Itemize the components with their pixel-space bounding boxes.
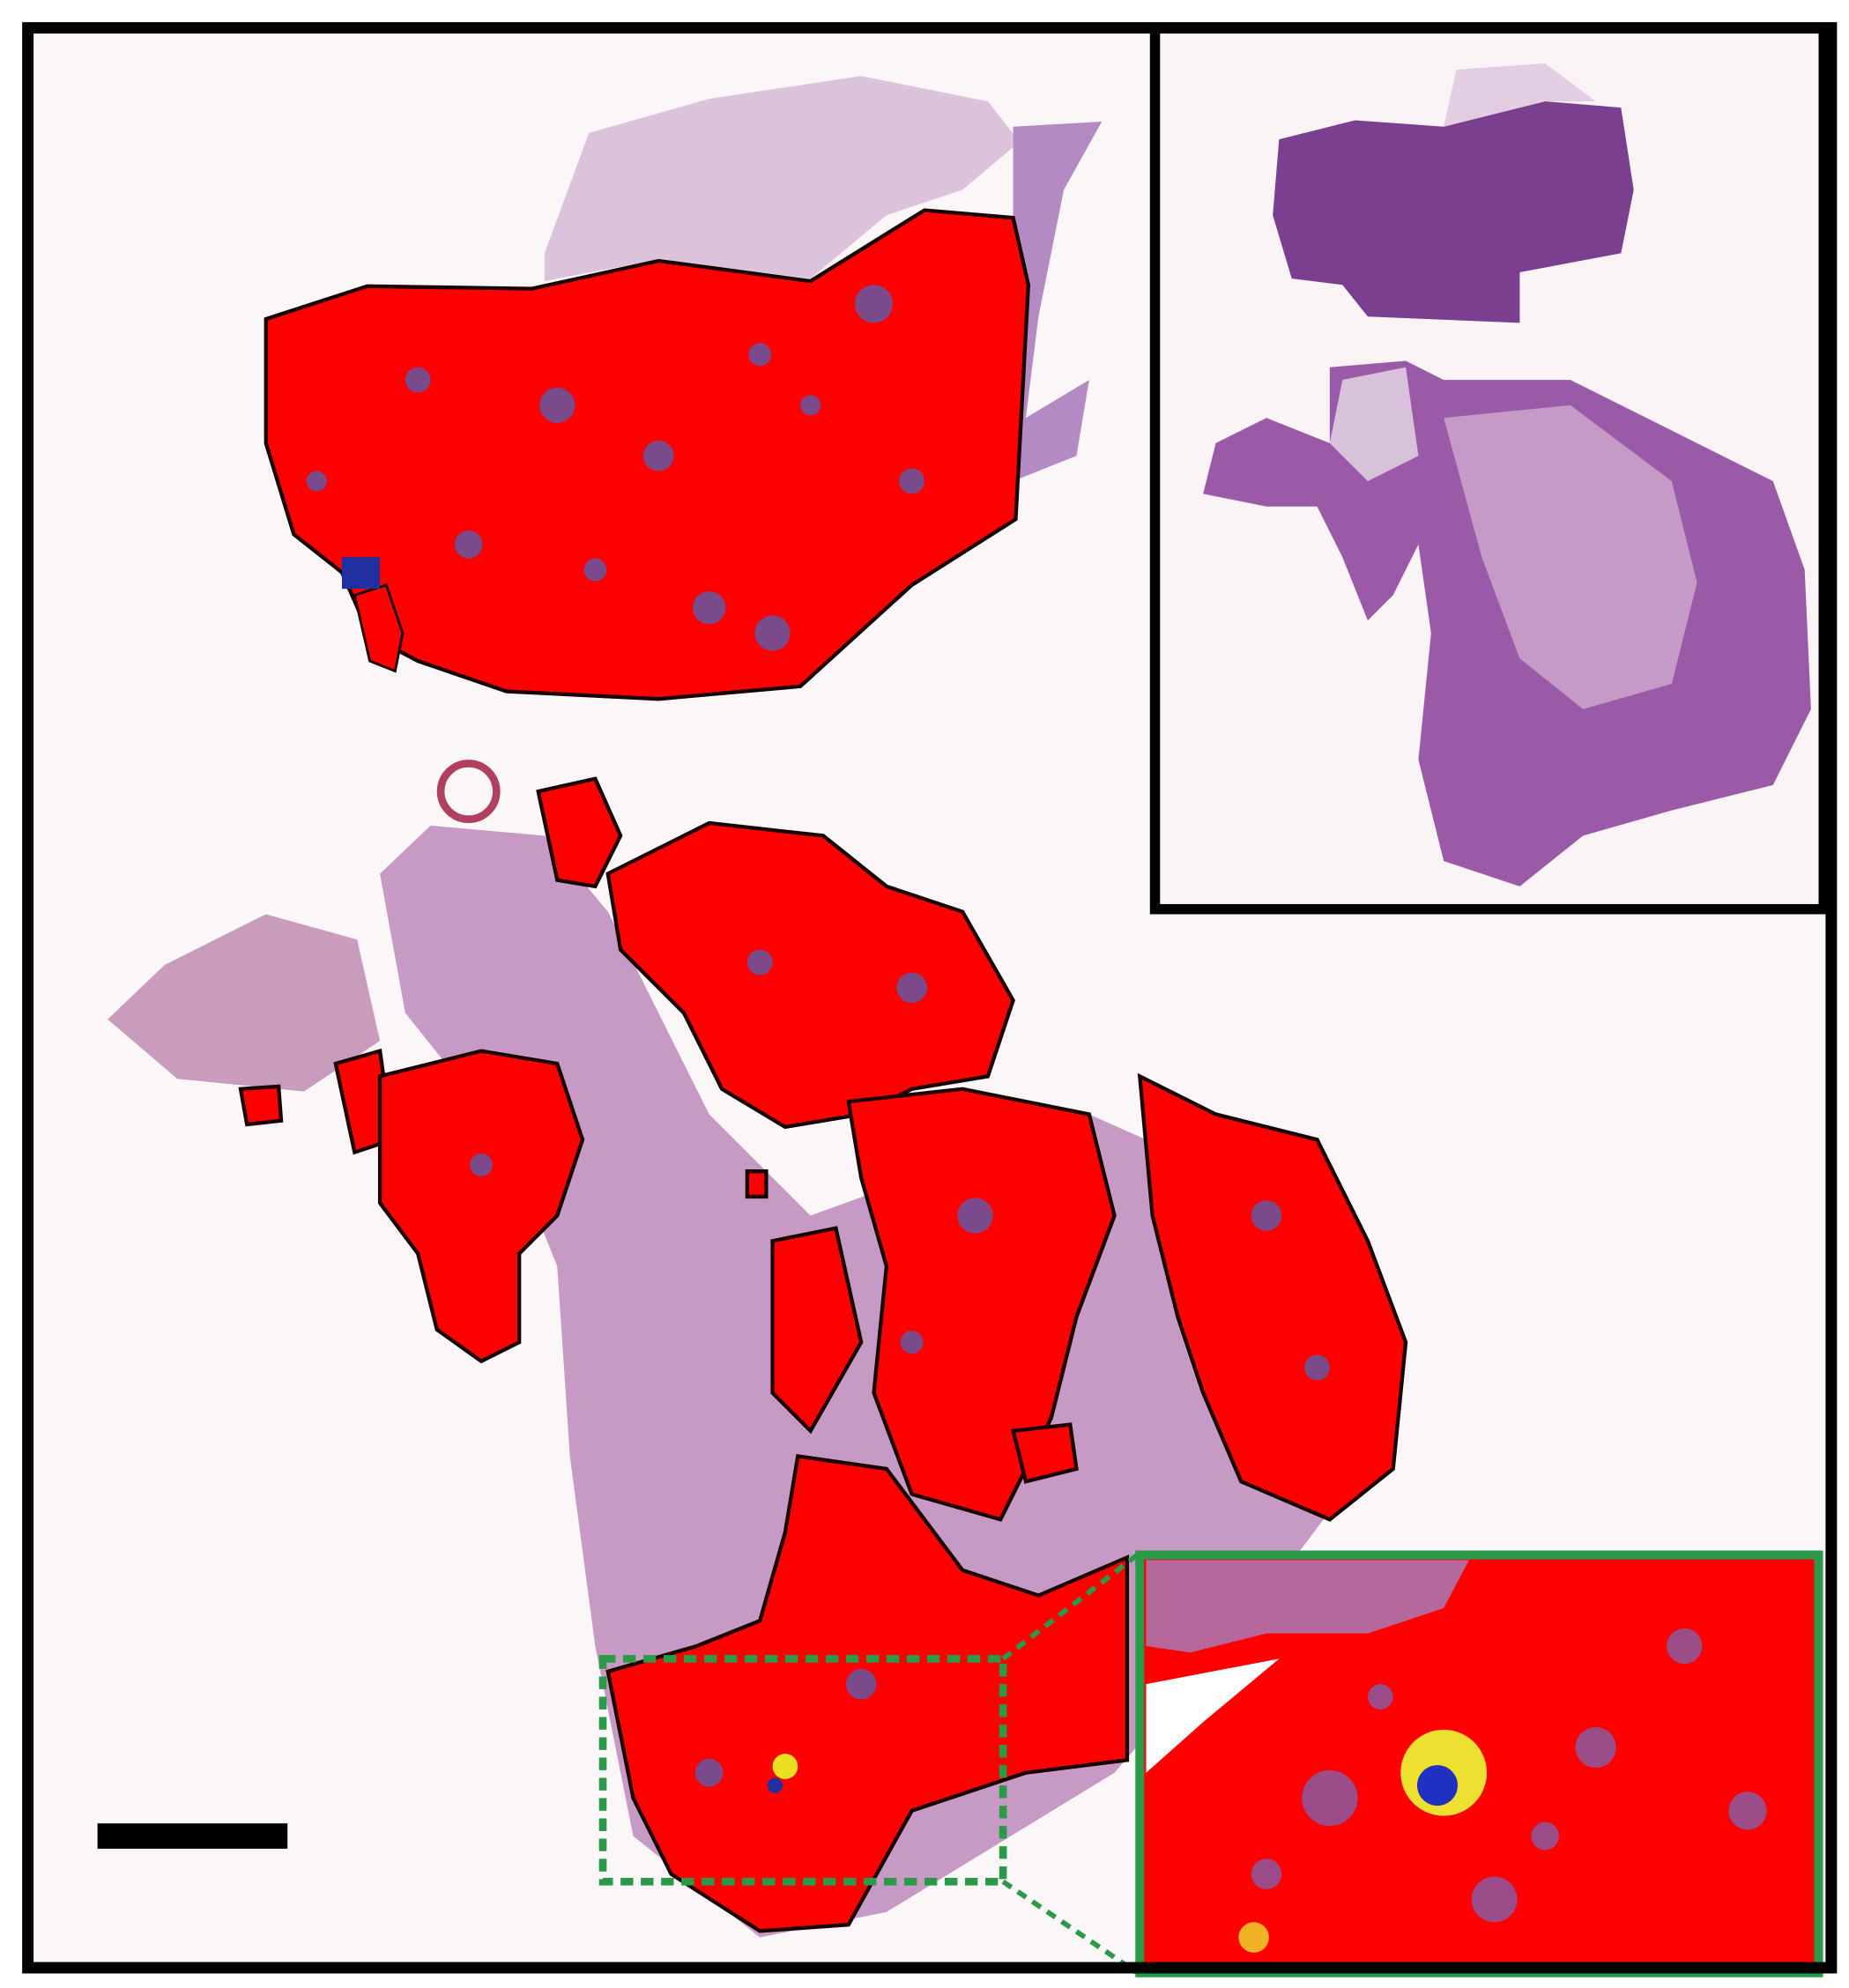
zoom-tissue — [1146, 1560, 1469, 1653]
blue-cluster — [767, 1777, 783, 1793]
roi-connector — [1001, 1879, 1140, 1976]
inset-tissue — [1444, 63, 1596, 127]
zoom-tissue-spots — [1251, 1628, 1767, 1923]
yellow-cluster — [1238, 1922, 1269, 1953]
segmentation-region — [745, 1169, 769, 1199]
segmentation-region — [536, 776, 623, 889]
tissue-pale — [544, 76, 1020, 282]
tissue-spots — [470, 949, 1330, 1787]
segmentation-region — [238, 1084, 284, 1127]
segmentation-region — [377, 1049, 585, 1364]
inset-tissue — [1329, 367, 1419, 482]
segmentation-region — [605, 820, 1015, 1130]
tissue-spots — [306, 285, 924, 651]
figure-frame — [22, 22, 1838, 1974]
scale-bar — [97, 1823, 288, 1849]
segmentation-region — [353, 583, 405, 673]
inset-tissue — [1273, 100, 1634, 323]
tissue-ring — [436, 760, 501, 824]
segmentation-region — [770, 1226, 864, 1435]
tissue-pale — [108, 914, 381, 1092]
tissue-fragment — [1013, 121, 1103, 482]
yellow-cluster — [772, 1754, 798, 1779]
zoom-gap — [1146, 1658, 1280, 1773]
blue-cluster — [341, 557, 381, 590]
inset-tissue — [1444, 404, 1697, 709]
roi-box — [598, 1655, 1007, 1886]
segmentation-region — [1137, 1072, 1408, 1522]
blue-cluster — [1416, 1765, 1458, 1806]
segmentation-region — [1010, 1422, 1079, 1484]
